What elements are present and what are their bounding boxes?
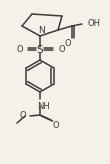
Text: O: O — [64, 39, 71, 48]
Text: NH: NH — [37, 102, 49, 111]
Text: O: O — [58, 44, 65, 53]
Text: N: N — [38, 26, 44, 35]
Text: OH: OH — [87, 19, 100, 28]
Text: S: S — [37, 45, 43, 55]
Text: O: O — [19, 111, 26, 120]
Text: O: O — [52, 121, 59, 130]
Text: O: O — [16, 44, 23, 53]
